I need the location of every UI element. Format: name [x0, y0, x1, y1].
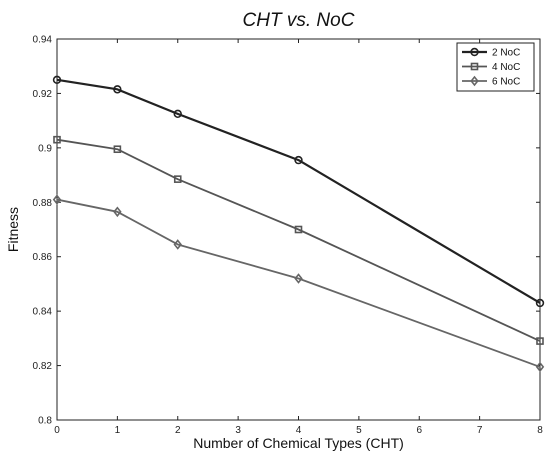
y-tick-label: 0.9	[38, 143, 52, 154]
y-tick-label: 0.88	[33, 198, 53, 209]
data-point-series-3	[535, 361, 545, 373]
x-tick-label: 4	[296, 425, 302, 436]
data-point-series-1	[173, 109, 182, 119]
chart-title: CHT vs. NoC	[243, 10, 355, 31]
legend: 2 NoC 4 NoC 6 NoC	[456, 42, 535, 92]
x-tick-label: 6	[416, 425, 422, 436]
data-point-series-3	[294, 273, 303, 284]
legend-entry-label: 2 NoC	[492, 48, 520, 59]
legend-entry-label: 4 NoC	[492, 62, 520, 73]
data-point-series-3	[173, 239, 182, 250]
x-tick-label: 7	[477, 425, 483, 436]
legend-swatch-marker	[470, 62, 479, 71]
series-line-3	[56, 198, 541, 368]
y-tick-label: 0.94	[33, 35, 53, 46]
data-point-series-3	[52, 194, 62, 205]
y-tick-label: 0.84	[33, 307, 53, 318]
legend-swatch-marker	[470, 47, 479, 57]
x-tick-label: 5	[356, 425, 362, 436]
x-axis-label: Number of Chemical Types (CHT)	[193, 435, 404, 451]
series-line-2	[56, 138, 541, 342]
data-point-series-2	[53, 135, 61, 144]
y-tick-label: 0.8	[38, 416, 52, 427]
x-tick-label: 3	[235, 425, 241, 436]
x-tick-label: 1	[115, 425, 121, 436]
x-tick-label: 0	[54, 425, 60, 436]
y-axis-label: Fitness	[5, 207, 21, 252]
data-point-series-1	[113, 85, 122, 94]
legend-entry-label: 6 NoC	[492, 77, 520, 88]
x-tick-label: 8	[537, 425, 543, 436]
data-point-series-2	[294, 225, 303, 234]
y-tick-label: 0.92	[33, 89, 53, 100]
data-point-series-1	[52, 75, 62, 85]
y-tick-label: 0.86	[33, 252, 53, 263]
data-point-series-1	[535, 298, 545, 308]
x-tick-label: 2	[175, 425, 181, 436]
y-tick-label: 0.82	[33, 361, 53, 372]
data-point-series-1	[294, 155, 303, 165]
series-line-1	[56, 78, 541, 304]
data-point-series-3	[113, 206, 122, 218]
data-point-series-2	[173, 175, 182, 183]
data-point-series-2	[113, 145, 122, 154]
plot-area: 0 1 2 3 4 5 6 7 8 0.8 0.82 0.84 0.86 0.88 0.9 0.92 0.94	[33, 35, 545, 436]
data-point-series-2	[536, 337, 544, 345]
legend-swatch-marker	[470, 75, 479, 87]
